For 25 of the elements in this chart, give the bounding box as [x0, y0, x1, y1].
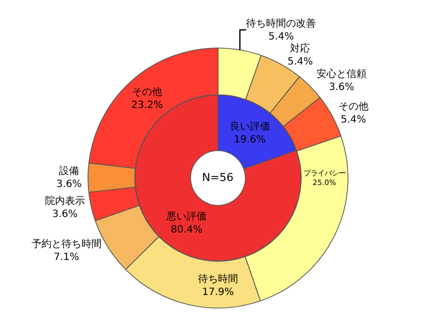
slice-label: 待ち時間の改善 — [246, 17, 316, 30]
slice-label: その他 — [338, 100, 368, 112]
data-label: 25.0% — [312, 178, 336, 188]
slice-label: プライバシー — [303, 168, 346, 178]
slice-label: 安心と信頼 — [316, 68, 367, 80]
data-label: 19.6% — [234, 134, 266, 146]
text: N=56 — [202, 171, 234, 184]
slice-label: 院内表示 — [44, 194, 85, 207]
slice-label: 悪い評価 — [166, 210, 207, 222]
data-label: 23.2% — [131, 100, 163, 111]
data-label: 5.4% — [340, 114, 366, 126]
data-label: 5.4% — [268, 31, 294, 42]
data-label: 5.4% — [287, 56, 313, 68]
data-label: 7.1% — [54, 252, 80, 263]
slice-label: 待ち時間 — [198, 272, 238, 285]
data-label: 3.6% — [52, 208, 78, 220]
slice-label: 良い評価 — [230, 120, 270, 132]
data-label: 3.6% — [56, 179, 82, 190]
data-label: 80.4% — [170, 224, 203, 236]
slice-label: 設備 — [59, 165, 80, 178]
slice-label: その他 — [132, 86, 162, 98]
slice-label: 対応 — [290, 42, 310, 54]
slice-label: 予約と待ち時間 — [31, 238, 102, 250]
data-label: 17.9% — [202, 286, 234, 298]
data-label: 3.6% — [328, 82, 354, 93]
